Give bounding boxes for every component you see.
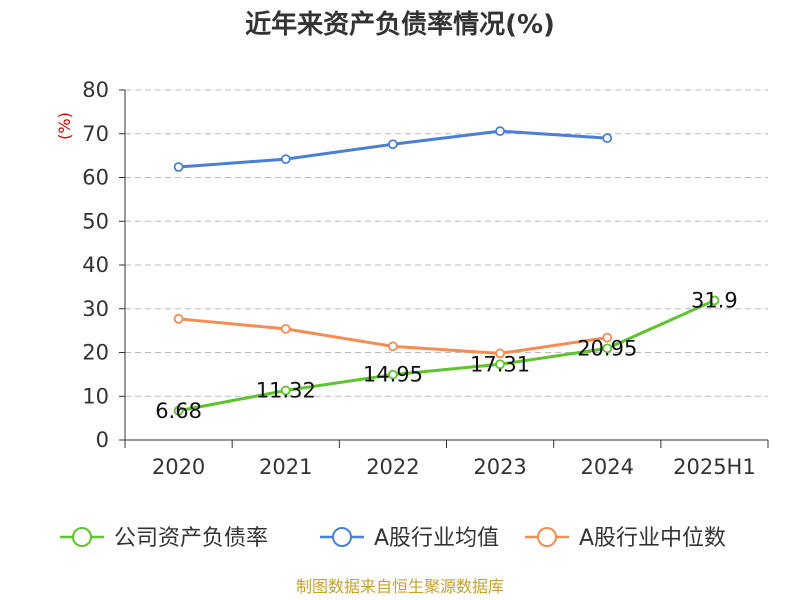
x-tick-label: 2022 (366, 455, 419, 479)
legend-label: A股行业均值 (374, 526, 499, 551)
x-tick-label: 2020 (152, 455, 205, 479)
y-tick-label: 60 (82, 166, 109, 190)
legend-label: 公司资产负债率 (114, 526, 268, 551)
y-tick-label: 70 (82, 122, 109, 146)
data-point[interactable] (173, 405, 184, 416)
y-axis-label: (%) (55, 112, 74, 140)
y-tick-label: 10 (82, 384, 109, 408)
legend[interactable]: 公司资产负债率 A股行业均值 A股行业中位数 (60, 526, 726, 551)
legend-item[interactable]: 公司资产负债率 (60, 526, 268, 551)
legend-label: A股行业中位数 (579, 526, 726, 551)
series-1 (173, 126, 613, 172)
data-point[interactable] (495, 126, 505, 137)
data-point[interactable] (173, 313, 184, 324)
chart-title: 近年来资产负债率情况(%) (245, 9, 555, 40)
data-label: 31.9 (691, 288, 738, 312)
data-label: 14.95 (363, 363, 423, 387)
data-point[interactable] (280, 385, 291, 396)
x-tick-label: 2025H1 (673, 455, 756, 479)
data-label: 6.68 (155, 399, 202, 423)
series-lines (173, 126, 720, 416)
axes: 0 10 20 30 40 50 60 70 80 2020 2021 2022 2023 2024 202… (82, 78, 769, 479)
grid-lines (125, 89, 768, 397)
data-point[interactable] (709, 295, 720, 306)
data-point[interactable] (173, 162, 184, 172)
y-tick-label: 80 (82, 78, 109, 102)
data-labels: 6.68 11.32 14.95 17.31 20.95 31.9 (155, 288, 738, 422)
data-label: 17.31 (470, 352, 530, 376)
source-note: 制图数据来自恒生聚源数据库 (296, 577, 504, 596)
data-point[interactable] (602, 133, 613, 144)
x-tick-label: 2024 (581, 455, 634, 479)
x-tick-label: 2023 (473, 455, 526, 479)
data-point[interactable] (388, 139, 398, 150)
y-tick-label: 50 (82, 209, 109, 233)
data-point[interactable] (280, 154, 291, 165)
y-tick-label: 40 (82, 253, 109, 277)
x-tick-label: 2021 (259, 455, 312, 479)
legend-marker (537, 527, 557, 547)
y-tick-label: 30 (82, 297, 109, 321)
data-label: 20.95 (577, 336, 637, 360)
data-point[interactable] (602, 332, 613, 343)
legend-item[interactable]: A股行业均值 (320, 526, 499, 551)
y-tick-label: 0 (96, 428, 109, 452)
series-0 (173, 295, 720, 416)
legend-item[interactable]: A股行业中位数 (525, 526, 726, 551)
legend-marker (332, 527, 352, 547)
series-line (178, 299, 716, 413)
y-tick-label: 20 (82, 341, 109, 365)
series-2 (173, 313, 613, 359)
data-label: 11.32 (256, 378, 316, 402)
data-point[interactable] (280, 323, 291, 334)
legend-marker (72, 527, 92, 547)
data-point[interactable] (495, 348, 505, 359)
data-point[interactable] (495, 359, 505, 370)
data-point[interactable] (388, 341, 398, 352)
data-point[interactable] (602, 343, 613, 354)
data-point[interactable] (388, 369, 398, 380)
